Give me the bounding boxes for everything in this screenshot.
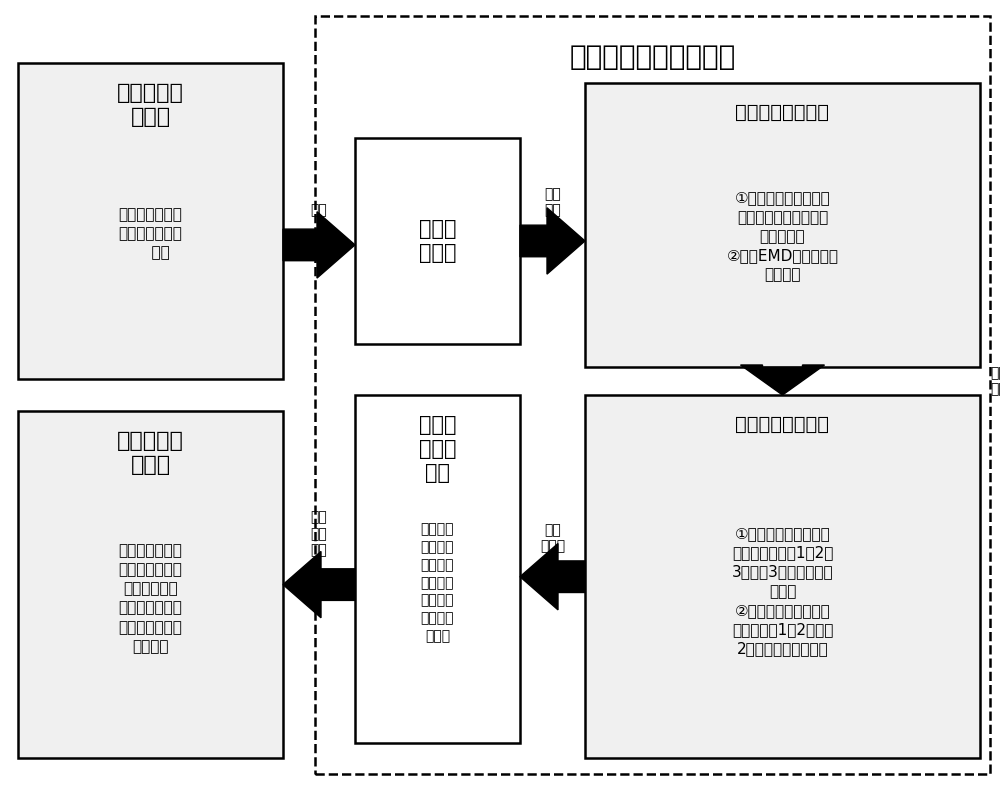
Text: 整型
组号值: 整型 组号值 — [540, 523, 565, 553]
Text: 模糊
数据: 模糊 数据 — [544, 187, 561, 217]
Bar — [355, 395, 520, 743]
Text: 动作
信号
启动: 动作 信号 启动 — [311, 510, 327, 557]
Polygon shape — [740, 365, 824, 395]
Text: ①相电流突变特性、三
相突变电流两两之间的
波形相似度
②基于EMD分解的固有
模态能量: ①相电流突变特性、三 相突变电流两两之间的 波形相似度 ②基于EMD分解的固有 … — [726, 190, 838, 283]
Text: 录波文
件解析: 录波文 件解析 — [419, 219, 456, 263]
Bar — [355, 138, 520, 344]
Bar — [315, 16, 990, 774]
Text: 单相接地故
障处理: 单相接地故 障处理 — [117, 431, 184, 475]
Text: 浮点型
特征量: 浮点型 特征量 — [990, 366, 1000, 397]
Text: 特征量归一化分析: 特征量归一化分析 — [736, 415, 830, 434]
Text: 单相接地故
障监听: 单相接地故 障监听 — [117, 83, 184, 127]
Text: 方法：沿用短路
故障处理的拓扑
算法、处理机
制，完成单相接
地故障定位的闭
环处理。: 方法：沿用短路 故障处理的拓扑 算法、处理机 制，完成单相接 地故障定位的闭 环… — [119, 543, 182, 654]
Text: 启动: 启动 — [311, 203, 327, 217]
Text: ①相电流突变、波形维
度下组号分为：1、2、
3，其中3代表故障特征
最明显
②固有模态能量维度下
组号分为：1、2，其中
2代表故障特征最明显: ①相电流突变、波形维 度下组号分为：1、2、 3，其中3代表故障特征 最明显 ②… — [732, 526, 833, 656]
Polygon shape — [283, 551, 355, 618]
Bar — [18, 63, 283, 379]
Bar — [585, 395, 980, 758]
Text: 条件：主站收到
故障指示器动作
    信号: 条件：主站收到 故障指示器动作 信号 — [119, 207, 182, 261]
Text: 故障特征分量提取: 故障特征分量提取 — [736, 103, 830, 122]
Polygon shape — [520, 208, 585, 274]
Text: 将特征最
明显的故
障指示器
组号值转
换成故障
指示器动
作信号: 将特征最 明显的故 障指示器 组号值转 换成故障 指示器动 作信号 — [421, 522, 454, 643]
Polygon shape — [520, 544, 585, 610]
Bar — [18, 411, 283, 758]
Text: 单相接地故障定位分析: 单相接地故障定位分析 — [569, 43, 736, 71]
Bar — [585, 83, 980, 367]
Text: 故障动
作信号
发送: 故障动 作信号 发送 — [419, 415, 456, 483]
Polygon shape — [283, 212, 355, 278]
